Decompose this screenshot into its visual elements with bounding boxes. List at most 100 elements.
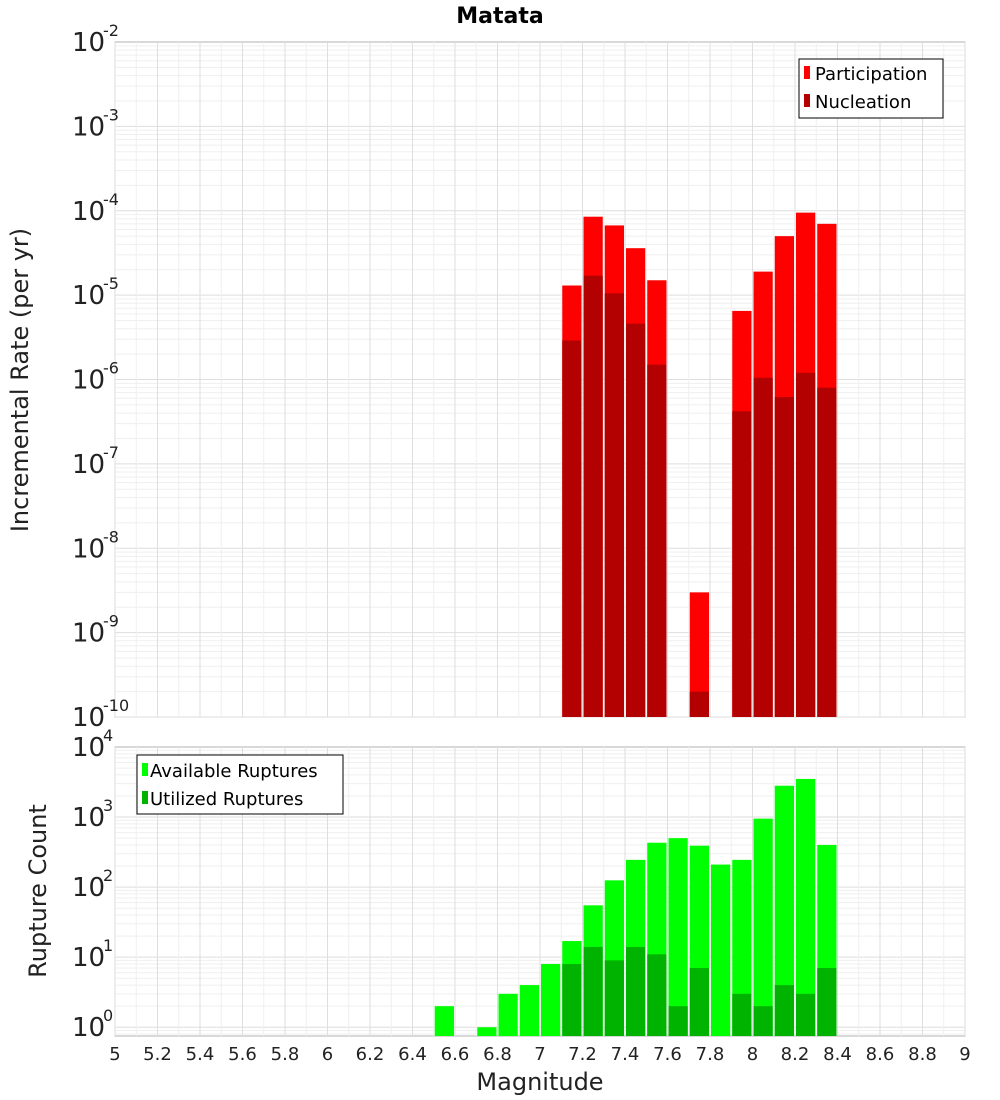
available-ruptures-bar	[519, 985, 539, 1036]
legend-nucleation: Nucleation	[815, 92, 911, 113]
utilized-ruptures-bar	[732, 993, 752, 1036]
x-tick-label: 7.4	[611, 1044, 640, 1065]
rupture-y-tick-base: 10	[72, 1013, 105, 1043]
nucleation-bar	[796, 372, 816, 717]
x-tick-label: 5.6	[228, 1044, 257, 1065]
available-ruptures-bar	[796, 778, 816, 1036]
legend-utilized-ruptures: Utilized Ruptures	[150, 789, 303, 810]
nucleation-bar	[689, 691, 709, 717]
rate-y-tick-exponent: -10	[103, 696, 129, 715]
utilized-ruptures-bar	[626, 946, 646, 1036]
available-ruptures-bar	[732, 859, 752, 1036]
available-ruptures-bar	[434, 1006, 454, 1036]
rate-bars	[562, 212, 837, 718]
legend-available-ruptures: Available Ruptures	[150, 761, 318, 782]
x-tick-label: 5	[109, 1044, 120, 1065]
x-tick-label: 6.8	[483, 1044, 512, 1065]
rate-y-tick-base: 10	[72, 703, 105, 733]
x-tick-label: 6.6	[441, 1044, 470, 1065]
available-swatch	[142, 763, 148, 776]
x-tick-label: 7.8	[696, 1044, 725, 1065]
x-ticks: 5 5.2 5.4 5.6 5.8 6 6.2 6.4 6.6 6.8 7 7.2 7.4 7.6 7.8 8…	[109, 1044, 970, 1065]
rate-y-tick-base: 10	[72, 450, 105, 480]
nucleation-bar	[817, 387, 837, 717]
rupture-y-tick-base: 10	[72, 943, 105, 973]
x-tick-label: 5.4	[186, 1044, 215, 1065]
rate-y-tick-exponent: -8	[103, 527, 119, 546]
x-tick-label: 8.2	[781, 1044, 810, 1065]
rate-y-tick-exponent: -9	[103, 612, 119, 631]
utilized-swatch	[142, 791, 148, 804]
rupture-y-tick-exponent: 4	[103, 726, 113, 745]
x-tick-label: 5.2	[143, 1044, 172, 1065]
rupture-y-tick-exponent: 0	[103, 1006, 113, 1025]
rupture-y-axis-label: Rupture Count	[24, 804, 52, 978]
legend-participation: Participation	[815, 64, 927, 85]
rate-y-tick-exponent: -4	[103, 190, 119, 209]
utilized-ruptures-bar	[668, 1006, 688, 1036]
utilized-ruptures-bar	[562, 963, 582, 1036]
rupture-y-tick-exponent: 2	[103, 866, 113, 885]
utilized-ruptures-bar	[796, 993, 816, 1036]
rate-y-tick-base: 10	[72, 197, 105, 227]
rate-y-axis-label: Incremental Rate (per yr)	[6, 228, 34, 532]
rate-y-tick-base: 10	[72, 281, 105, 311]
x-tick-label: 8.4	[823, 1044, 852, 1065]
utilized-ruptures-bar	[753, 1006, 773, 1036]
rupture-y-tick-exponent: 3	[103, 796, 113, 815]
rate-y-tick-exponent: -5	[103, 274, 119, 293]
rate-y-tick-base: 10	[72, 619, 105, 649]
nucleation-bar	[774, 397, 794, 717]
x-tick-label: 8	[747, 1044, 758, 1065]
nucleation-bar	[562, 340, 582, 717]
utilized-ruptures-bar	[583, 946, 603, 1036]
rate-legend: Participation Nucleation	[798, 58, 944, 119]
nucleation-swatch	[804, 94, 810, 107]
rate-y-tick-exponent: -6	[103, 359, 119, 378]
nucleation-bar	[753, 377, 773, 717]
available-ruptures-bar	[498, 993, 518, 1036]
x-tick-label: 7.6	[653, 1044, 682, 1065]
utilized-ruptures-bar	[647, 954, 667, 1036]
rate-y-tick-base: 10	[72, 28, 105, 58]
available-ruptures-bar	[711, 864, 731, 1036]
rate-y-tick-exponent: -3	[103, 105, 119, 124]
utilized-ruptures-bar	[689, 968, 709, 1036]
utilized-ruptures-bar	[604, 960, 624, 1036]
x-tick-label: 6.4	[398, 1044, 427, 1065]
rate-y-tick-base: 10	[72, 112, 105, 142]
rate-y-tick-exponent: -2	[103, 21, 119, 40]
rupture-y-tick-exponent: 1	[103, 936, 113, 955]
available-ruptures-bar	[477, 1027, 497, 1036]
rupture-legend-box	[136, 754, 344, 815]
available-ruptures-bar	[541, 963, 561, 1036]
x-tick-label: 8.6	[866, 1044, 895, 1065]
rupture-y-tick-base: 10	[72, 873, 105, 903]
x-tick-label: 7	[534, 1044, 545, 1065]
x-tick-label: 9	[959, 1044, 970, 1065]
x-tick-label: 7.2	[568, 1044, 597, 1065]
nucleation-bar	[626, 323, 646, 717]
utilized-ruptures-bar	[774, 985, 794, 1036]
participation-swatch	[804, 66, 810, 79]
rate-y-tick-exponent: -7	[103, 443, 119, 462]
rupture-bars	[434, 778, 837, 1036]
available-ruptures-bar	[753, 818, 773, 1036]
x-axis-label: Magnitude	[476, 1068, 603, 1096]
rupture-y-tick-base: 10	[72, 803, 105, 833]
x-tick-label: 6.2	[356, 1044, 385, 1065]
x-tick-label: 6	[322, 1044, 333, 1065]
nucleation-bar	[647, 364, 667, 717]
chart-title: Matata	[456, 4, 543, 29]
available-ruptures-bar	[774, 785, 794, 1036]
nucleation-bar	[604, 293, 624, 717]
utilized-ruptures-bar	[817, 968, 837, 1036]
rupture-y-tick-base: 10	[72, 733, 105, 763]
available-ruptures-bar	[668, 838, 688, 1036]
participation-bar	[689, 592, 709, 717]
